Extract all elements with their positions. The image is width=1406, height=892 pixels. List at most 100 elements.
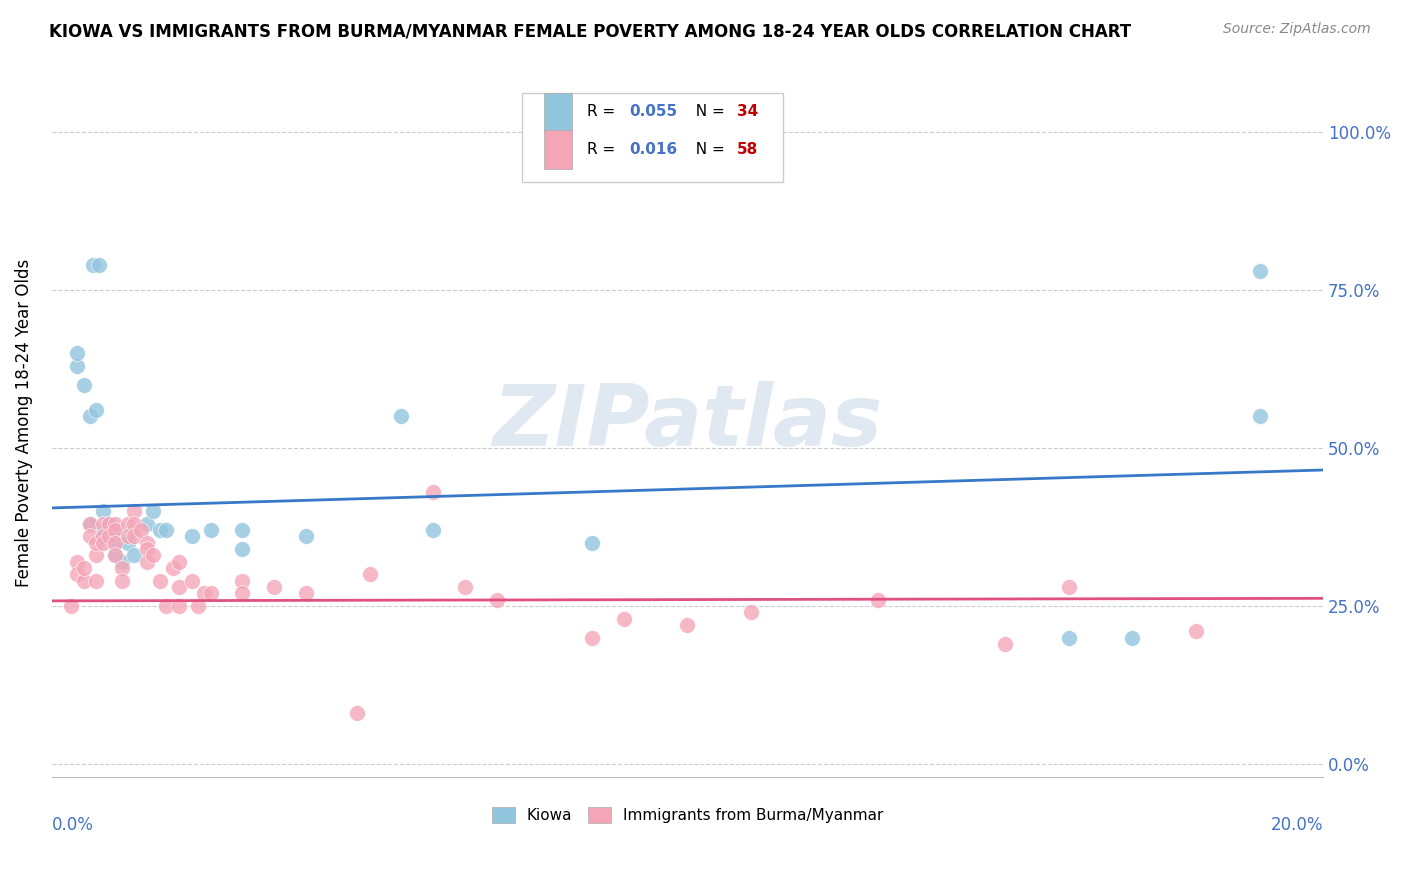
- Point: [104, 523, 127, 537]
- Point: [295, 529, 318, 543]
- Point: [422, 485, 444, 500]
- Text: 0.0%: 0.0%: [52, 815, 94, 833]
- Point: [84, 574, 107, 588]
- Y-axis label: Female Poverty Among 18-24 Year Olds: Female Poverty Among 18-24 Year Olds: [15, 259, 32, 587]
- Point: [142, 504, 165, 518]
- Point: [136, 555, 159, 569]
- Point: [104, 549, 127, 563]
- Point: [104, 516, 127, 531]
- Point: [89, 258, 111, 272]
- Point: [79, 516, 101, 531]
- Point: [142, 549, 165, 563]
- Point: [91, 504, 114, 518]
- Point: [136, 541, 159, 556]
- Point: [454, 580, 477, 594]
- Point: [422, 523, 444, 537]
- Point: [180, 574, 202, 588]
- Point: [66, 359, 89, 373]
- Point: [111, 555, 134, 569]
- Text: ZIPatlas: ZIPatlas: [492, 381, 883, 464]
- Point: [389, 409, 412, 424]
- Point: [82, 258, 104, 272]
- Point: [162, 561, 184, 575]
- Point: [79, 409, 101, 424]
- Legend: Kiowa, Immigrants from Burma/Myanmar: Kiowa, Immigrants from Burma/Myanmar: [485, 801, 889, 830]
- Point: [72, 561, 94, 575]
- Point: [72, 377, 94, 392]
- Point: [193, 586, 215, 600]
- Point: [1185, 624, 1208, 639]
- Point: [91, 535, 114, 549]
- Point: [180, 529, 202, 543]
- Point: [97, 516, 120, 531]
- Point: [79, 516, 101, 531]
- Point: [97, 529, 120, 543]
- Point: [994, 637, 1017, 651]
- Point: [111, 561, 134, 575]
- Point: [124, 504, 146, 518]
- Point: [124, 516, 146, 531]
- Text: 20.0%: 20.0%: [1271, 815, 1323, 833]
- Point: [1249, 409, 1271, 424]
- Point: [167, 555, 190, 569]
- Point: [613, 611, 636, 625]
- Point: [117, 516, 139, 531]
- Point: [740, 605, 762, 619]
- Point: [97, 516, 120, 531]
- Point: [84, 403, 107, 417]
- Point: [231, 523, 253, 537]
- Text: R =: R =: [586, 104, 620, 120]
- Text: 34: 34: [737, 104, 758, 120]
- Point: [104, 535, 127, 549]
- Point: [136, 535, 159, 549]
- Point: [149, 574, 172, 588]
- Point: [1057, 580, 1080, 594]
- Point: [1249, 264, 1271, 278]
- Point: [581, 631, 603, 645]
- Point: [72, 574, 94, 588]
- Text: KIOWA VS IMMIGRANTS FROM BURMA/MYANMAR FEMALE POVERTY AMONG 18-24 YEAR OLDS CORR: KIOWA VS IMMIGRANTS FROM BURMA/MYANMAR F…: [49, 22, 1132, 40]
- Point: [149, 523, 172, 537]
- Point: [79, 529, 101, 543]
- Point: [231, 586, 253, 600]
- Point: [167, 580, 190, 594]
- Point: [231, 541, 253, 556]
- Point: [1057, 631, 1080, 645]
- Point: [1121, 631, 1143, 645]
- Point: [187, 599, 209, 613]
- Point: [200, 523, 222, 537]
- Text: R =: R =: [586, 142, 620, 157]
- Text: Source: ZipAtlas.com: Source: ZipAtlas.com: [1223, 22, 1371, 37]
- Point: [359, 567, 381, 582]
- Point: [84, 535, 107, 549]
- Point: [104, 523, 127, 537]
- FancyBboxPatch shape: [522, 94, 783, 182]
- Point: [66, 567, 89, 582]
- Point: [84, 549, 107, 563]
- Point: [124, 529, 146, 543]
- Point: [167, 599, 190, 613]
- Point: [346, 706, 368, 721]
- Point: [117, 535, 139, 549]
- Point: [581, 535, 603, 549]
- Point: [91, 516, 114, 531]
- Point: [868, 592, 890, 607]
- Point: [485, 592, 508, 607]
- Point: [104, 549, 127, 563]
- Point: [155, 523, 177, 537]
- Text: N =: N =: [686, 104, 730, 120]
- Point: [129, 523, 152, 537]
- Point: [295, 586, 318, 600]
- Point: [59, 599, 82, 613]
- Point: [66, 555, 89, 569]
- Point: [91, 529, 114, 543]
- Text: 58: 58: [737, 142, 758, 157]
- Point: [91, 523, 114, 537]
- Point: [97, 516, 120, 531]
- Point: [66, 346, 89, 360]
- Point: [155, 599, 177, 613]
- Text: 0.016: 0.016: [628, 142, 678, 157]
- Point: [124, 549, 146, 563]
- Point: [200, 586, 222, 600]
- Point: [117, 529, 139, 543]
